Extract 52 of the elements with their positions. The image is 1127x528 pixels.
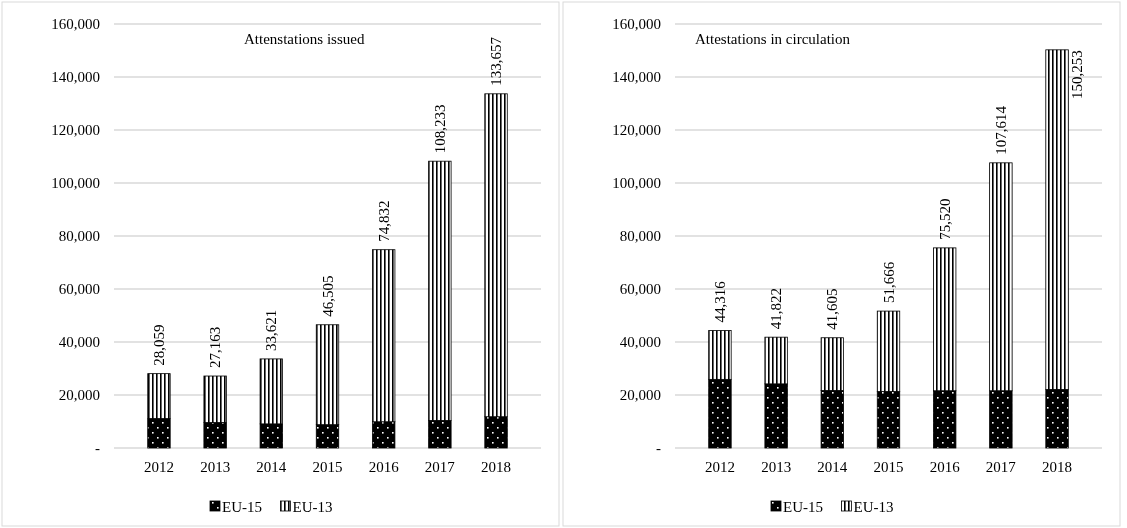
x-tick-label: 2014 [817,459,848,475]
x-tick-label: 2017 [424,459,456,475]
x-tick-label: 2017 [985,459,1017,475]
total-label: 41,605 [824,288,841,330]
y-tick-label: 60,000 [619,281,661,298]
total-label: 75,520 [936,198,953,240]
y-tick-label: 20,000 [58,387,100,404]
x-tick-label: 2012 [143,459,174,475]
legend-label: EU-13 [853,499,894,515]
y-tick-label: - [95,440,100,457]
y-tick-label: 100,000 [612,175,661,192]
x-tick-label: 2016 [929,459,961,475]
total-label: 107,614 [992,105,1009,155]
y-tick-label: 140,000 [612,69,661,86]
x-tick-label: 2015 [312,459,343,475]
legend-label: EU-13 [292,499,333,515]
total-label: 44,316 [711,280,728,323]
total-label: 27,163 [207,326,224,369]
total-label: 33,621 [263,309,280,351]
y-tick-label: 20,000 [619,387,661,404]
chart-title: Attenstations issued [244,31,365,47]
y-tick-label: 40,000 [58,334,100,351]
total-label: 46,505 [319,275,336,317]
x-tick-label: 2016 [368,459,400,475]
y-tick-label: - [656,440,661,457]
y-tick-label: 140,000 [51,69,100,86]
total-label: 150,253 [1069,50,1086,100]
total-label: 108,233 [431,104,448,154]
x-tick-label: 2015 [873,459,904,475]
y-tick-label: 120,000 [51,122,100,139]
total-label: 51,666 [880,261,897,304]
legend-label: EU-15 [222,499,262,515]
y-tick-label: 160,000 [612,16,661,33]
x-tick-label: 2013 [761,459,792,475]
y-tick-label: 80,000 [619,228,661,245]
y-tick-label: 80,000 [58,228,100,245]
chart-title: Attestations in circulation [695,31,851,47]
y-tick-label: 40,000 [619,334,661,351]
total-label: 74,832 [375,200,392,242]
x-tick-label: 2014 [256,459,287,475]
total-label: 41,822 [768,287,785,330]
legend-label: EU-15 [783,499,823,515]
x-tick-label: 2012 [704,459,735,475]
x-tick-label: 2018 [481,459,512,475]
total-label: 28,059 [150,324,167,366]
y-tick-label: 100,000 [51,175,100,192]
y-tick-label: 60,000 [58,281,100,298]
x-tick-label: 2013 [200,459,231,475]
y-tick-label: 160,000 [51,16,100,33]
x-tick-label: 2018 [1042,459,1073,475]
total-label: 133,657 [488,36,505,86]
y-tick-label: 120,000 [612,122,661,139]
